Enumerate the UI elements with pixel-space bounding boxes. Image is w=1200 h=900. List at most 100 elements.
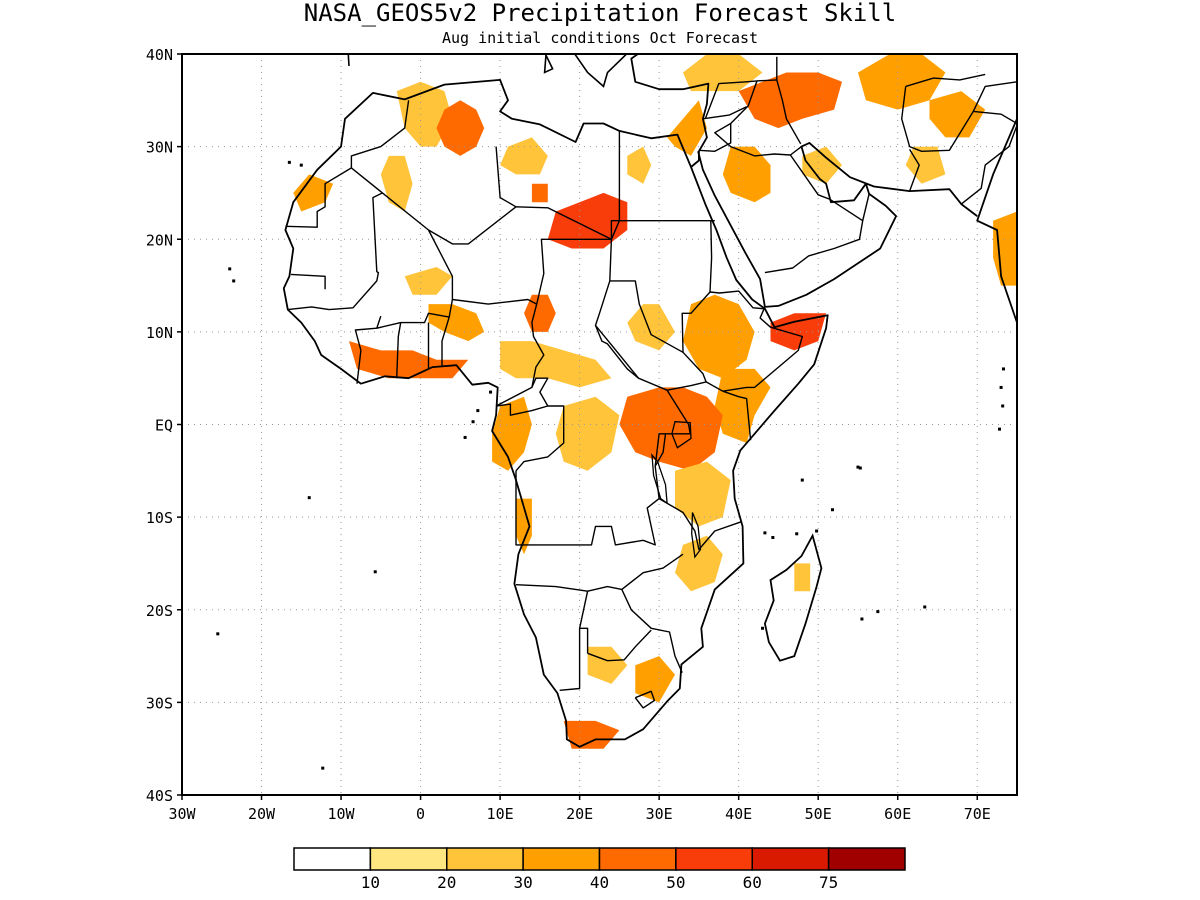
country-border [681, 291, 711, 383]
island-mark [373, 570, 377, 574]
skill-region-sudan-south [627, 304, 675, 351]
country-border [515, 470, 660, 546]
country-border [536, 238, 612, 305]
colorbar-swatch [598, 847, 677, 871]
country-border [709, 220, 765, 310]
country-border [764, 154, 864, 274]
skill-region-iraq-iran [738, 72, 842, 129]
island-mark [876, 610, 880, 614]
plot-area [181, 53, 1018, 796]
colorbar-swatch [369, 847, 448, 871]
skill-region-levant-sinai [667, 100, 707, 156]
island-mark [999, 385, 1003, 389]
country-border [698, 123, 732, 153]
africa-coastline [282, 79, 829, 748]
skill-region-south-africa-east [635, 656, 675, 703]
coastlines [216, 54, 1017, 770]
y-tick-label: 40S [146, 787, 173, 805]
skill-region-congo-west [492, 396, 532, 471]
island-mark [860, 617, 864, 621]
island-mark [1001, 404, 1005, 408]
island-mark [831, 508, 835, 512]
x-tick-label: 20W [248, 805, 276, 823]
skill-region-sahel-band [404, 267, 453, 295]
x-tick-label: 60E [884, 805, 911, 823]
country-border [290, 273, 326, 290]
lake-outline [671, 421, 692, 449]
skill-region-mozambique [675, 535, 723, 592]
lake-outline [651, 453, 668, 505]
colorbar-label: 20 [437, 873, 456, 892]
island-mark [489, 390, 493, 394]
country-border [287, 306, 330, 311]
country-border [609, 280, 684, 353]
country-border [908, 149, 920, 192]
island-mark [321, 766, 325, 770]
eurasia-coastline [630, 54, 1017, 351]
country-border [756, 79, 802, 145]
country-border [621, 589, 683, 673]
island-mark [923, 605, 927, 609]
island-mark [998, 427, 1002, 431]
country-border [579, 627, 589, 654]
country-border [960, 125, 1017, 205]
skill-region-tanzania [675, 461, 731, 527]
y-tick-label: 30N [146, 139, 173, 157]
skill-region-east-africa-lakes [619, 387, 723, 471]
skill-region-chad-libya-border [547, 192, 628, 249]
island-mark [228, 267, 232, 271]
country-border [722, 390, 752, 441]
colorbar-swatch [827, 847, 906, 871]
country-border [702, 106, 747, 120]
y-tick-label: 20N [146, 231, 173, 249]
skill-region-western-sahara-algeria [293, 174, 334, 212]
island-mark [216, 632, 220, 636]
country-border [354, 315, 382, 384]
y-tick-label: 20S [146, 602, 173, 620]
island-mark [771, 536, 775, 540]
colorbar-label: 50 [666, 873, 685, 892]
skill-region-botswana [587, 646, 628, 684]
y-tick-label: 40N [146, 46, 173, 64]
country-border [515, 553, 684, 592]
colorbar-swatch [751, 847, 830, 871]
skill-region-afghan-pakistan [929, 91, 986, 138]
country-border [329, 192, 383, 311]
colorbar-swatch [675, 847, 753, 871]
x-tick-label: 70E [964, 805, 991, 823]
country-border [376, 312, 450, 329]
map-subtitle: Aug initial conditions Oct Forecast [442, 29, 758, 47]
skill-region-gulf-spot [802, 146, 842, 184]
colorbar-swatch [522, 847, 601, 871]
colorbar-label: 10 [361, 873, 380, 892]
island-mark [763, 531, 767, 535]
x-tick-label: 30E [646, 805, 673, 823]
y-tick-label: 10N [146, 324, 173, 342]
skill-region-south-africa-cape [563, 720, 620, 749]
x-tick-label: 50E [805, 805, 832, 823]
island-mark [761, 626, 765, 630]
country-border [587, 629, 652, 662]
x-axis: 30W 20W 10W 0 10E 20E 30E 40E 50E 60E 70E [168, 795, 991, 823]
island-mark [476, 409, 480, 413]
island-mark [232, 279, 236, 283]
colorbar-swatch [446, 847, 524, 871]
skill-region-india-west [993, 211, 1017, 286]
x-tick-label: 30W [168, 805, 196, 823]
lake-outline [691, 512, 702, 559]
arabian-peninsula-coastline [697, 141, 978, 308]
country-border [973, 110, 1017, 125]
country-border [496, 403, 548, 416]
country-border [285, 167, 352, 228]
madagascar-coastline [763, 533, 823, 662]
island-mark [858, 466, 862, 470]
island-mark [299, 163, 303, 167]
skill-region-madagascar-spot [794, 563, 811, 592]
map-title: NASA_GEOS5v2 Precipitation Forecast Skil… [304, 0, 896, 27]
colorbar-swatch [293, 847, 372, 871]
island-mark [856, 465, 860, 469]
island-mark [815, 529, 819, 533]
country-border [350, 100, 410, 168]
country-border [704, 80, 802, 157]
country-border [634, 690, 656, 709]
